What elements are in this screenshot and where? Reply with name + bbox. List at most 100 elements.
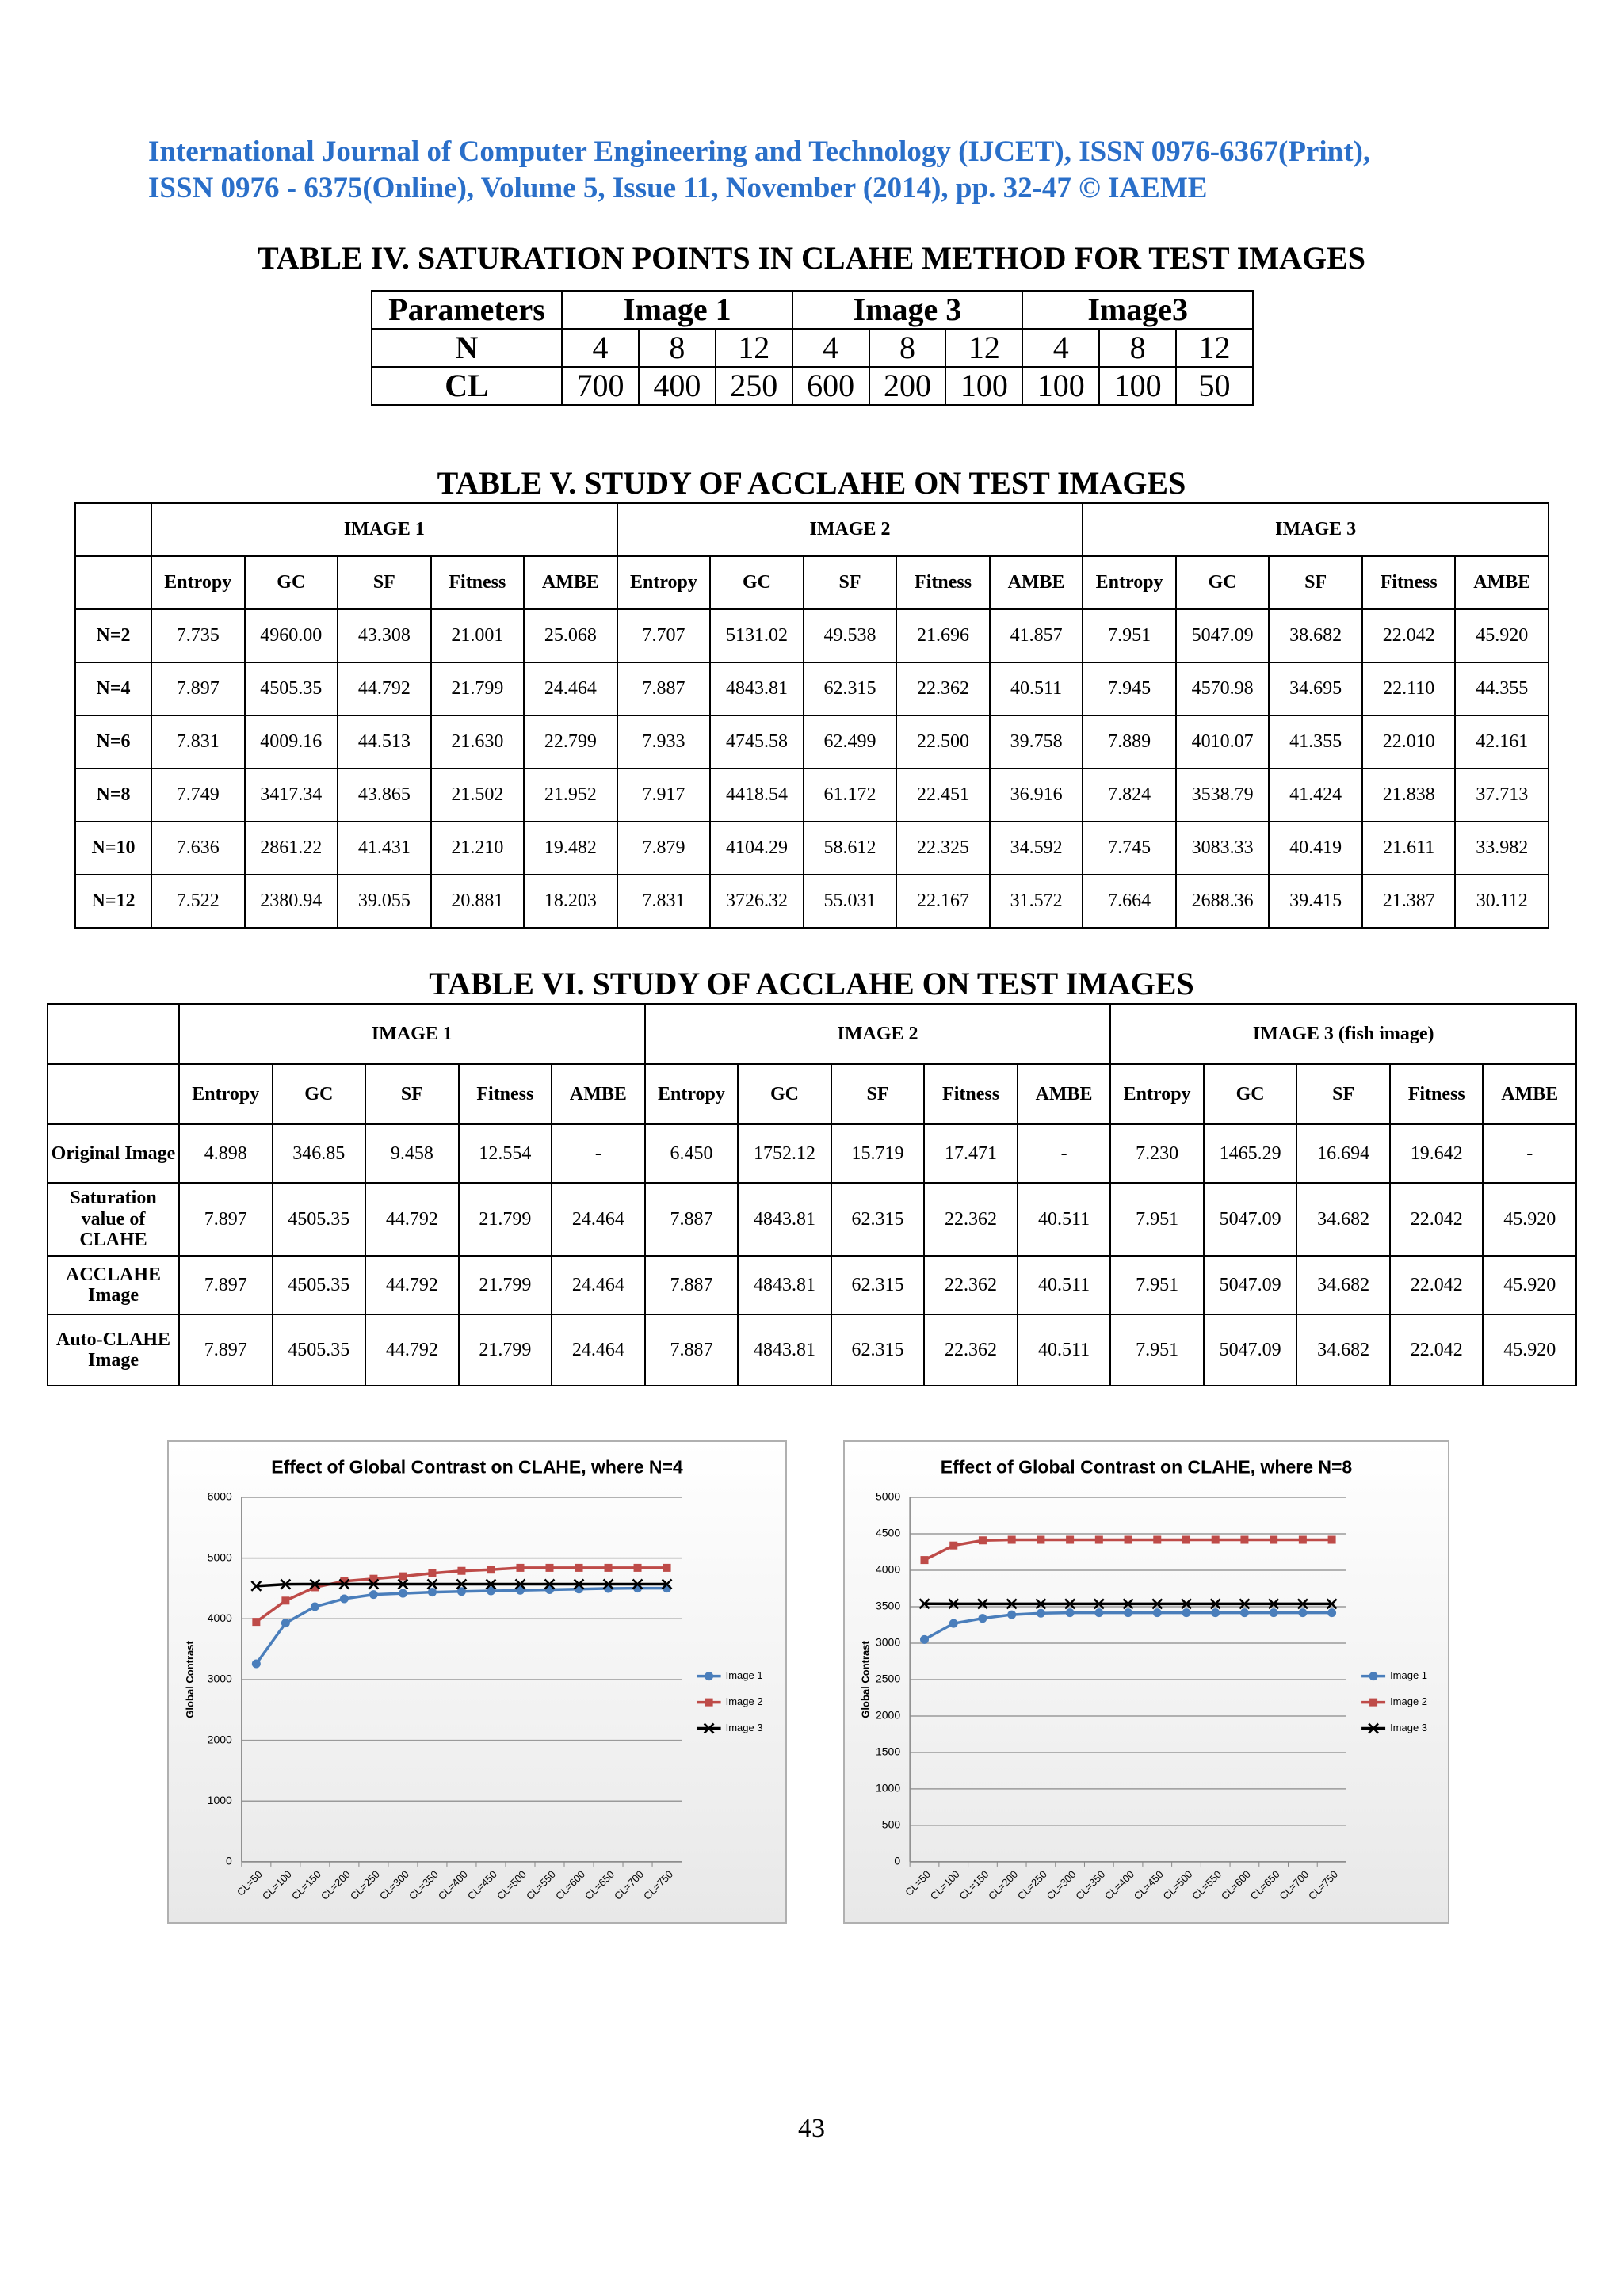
group-header: IMAGE 3 (fish image) [1109, 1003, 1578, 1065]
column-header: Entropy [1082, 555, 1177, 610]
cell: 250 [714, 366, 793, 406]
data-point [340, 1577, 349, 1585]
chart-background [167, 1440, 787, 1924]
y-tick-label: 3000 [208, 1672, 232, 1685]
cell: 62.315 [802, 662, 898, 716]
header-cell: Image 1 [561, 290, 793, 330]
cell: 7.897 [151, 662, 246, 716]
data-point [1066, 1535, 1075, 1544]
data-point [281, 1596, 290, 1605]
data-point [281, 1619, 290, 1628]
column-header: AMBE [1016, 1063, 1112, 1125]
cell: 7.636 [151, 821, 246, 875]
data-point [1006, 1598, 1018, 1610]
data-point [369, 1574, 378, 1583]
data-point [1124, 1535, 1132, 1544]
y-tick-label: 500 [882, 1818, 901, 1831]
cell: 33.982 [1454, 821, 1550, 875]
data-point [1296, 1598, 1308, 1610]
column-header: Fitness [457, 1063, 553, 1125]
cell: 7.887 [643, 1182, 739, 1257]
cell: 3417.34 [243, 768, 339, 822]
data-point [397, 1578, 409, 1590]
cell: 4 [561, 328, 640, 368]
empty-cell [74, 555, 152, 610]
data-point [978, 1614, 987, 1623]
cell: 61.172 [802, 768, 898, 822]
page-number: 43 [798, 2114, 825, 2143]
cell: 19.642 [1388, 1123, 1484, 1184]
cell: 3083.33 [1174, 821, 1270, 875]
y-tick-label: 0 [226, 1855, 232, 1867]
table-title: TABLE V. STUDY OF ACCLAHE ON TEST IMAGES [437, 465, 1186, 501]
cell: 41.857 [988, 608, 1084, 663]
cell: - [1482, 1123, 1578, 1184]
cell: 41.355 [1268, 715, 1363, 769]
y-axis-label: Global Contrast [860, 1641, 872, 1718]
data-point [514, 1578, 526, 1590]
legend-label: Image 3 [726, 1722, 763, 1733]
cell: 7.707 [616, 608, 712, 663]
cell: 5047.09 [1202, 1255, 1298, 1315]
column-header: Entropy [151, 555, 246, 610]
cell: 8 [637, 328, 716, 368]
cell: 39.758 [988, 715, 1084, 769]
data-point [977, 1598, 988, 1610]
cell: 4745.58 [709, 715, 804, 769]
cell: 25.068 [523, 608, 618, 663]
cell: 7.889 [1082, 715, 1177, 769]
data-point [1152, 1608, 1162, 1618]
cell: 31.572 [988, 874, 1084, 929]
column-header: GC [1202, 1063, 1298, 1125]
data-table: IMAGE 1 IMAGE 2 IMAGE 3 (fish image) Entrop… [47, 1003, 1578, 1386]
cell: 100 [1098, 366, 1178, 406]
cell: 6.450 [643, 1123, 739, 1184]
data-point [398, 1589, 407, 1598]
cell: 21.387 [1361, 874, 1457, 929]
legend-marker [1368, 1722, 1379, 1734]
data-point [1327, 1535, 1336, 1544]
legend-marker [703, 1722, 715, 1734]
cell: 22.010 [1361, 715, 1457, 769]
cell: 40.511 [1016, 1255, 1112, 1315]
cell: 22.451 [896, 768, 991, 822]
cell: - [1016, 1123, 1112, 1184]
cell: 42.161 [1454, 715, 1550, 769]
cell: 7.951 [1109, 1182, 1205, 1257]
cell: 22.110 [1361, 662, 1457, 716]
column-header: Entropy [178, 1063, 273, 1125]
legend-label: Image 1 [726, 1669, 763, 1681]
column-header: Fitness [1388, 1063, 1484, 1125]
cell: 7.831 [151, 715, 246, 769]
cell: 43.865 [337, 768, 432, 822]
header-cell: Image3 [1022, 290, 1254, 330]
y-tick-label: 4500 [876, 1527, 900, 1539]
cell: 44.792 [365, 1314, 460, 1386]
cell: 17.471 [923, 1123, 1018, 1184]
data-point [1298, 1608, 1308, 1618]
table-title: TABLE VI. STUDY OF ACCLAHE ON TEST IMAGE… [429, 966, 1194, 1001]
cell: 21.799 [457, 1182, 553, 1257]
data-point [369, 1590, 378, 1600]
y-tick-label: 6000 [208, 1490, 232, 1503]
cell: 45.920 [1482, 1255, 1578, 1315]
data-point [1209, 1598, 1221, 1610]
cell: 44.792 [337, 662, 432, 716]
empty-cell [74, 502, 152, 557]
table-title: TABLE IV. SATURATION POINTS IN CLAHE MET… [257, 240, 1366, 276]
column-header: SF [1296, 1063, 1391, 1125]
data-point [339, 1594, 349, 1604]
y-tick-label: 2000 [208, 1733, 232, 1745]
data-point [250, 1581, 262, 1592]
cell: 21.611 [1361, 821, 1457, 875]
column-header: Entropy [1109, 1063, 1205, 1125]
column-header: Entropy [643, 1063, 739, 1125]
column-header: AMBE [523, 555, 618, 610]
cell: 44.792 [365, 1255, 460, 1315]
cell: 62.315 [830, 1314, 926, 1386]
cell: 12 [945, 328, 1024, 368]
cell: 7.831 [616, 874, 712, 929]
cell: 2380.94 [243, 874, 339, 929]
empty-cell [47, 1003, 180, 1065]
data-point [1326, 1598, 1338, 1610]
